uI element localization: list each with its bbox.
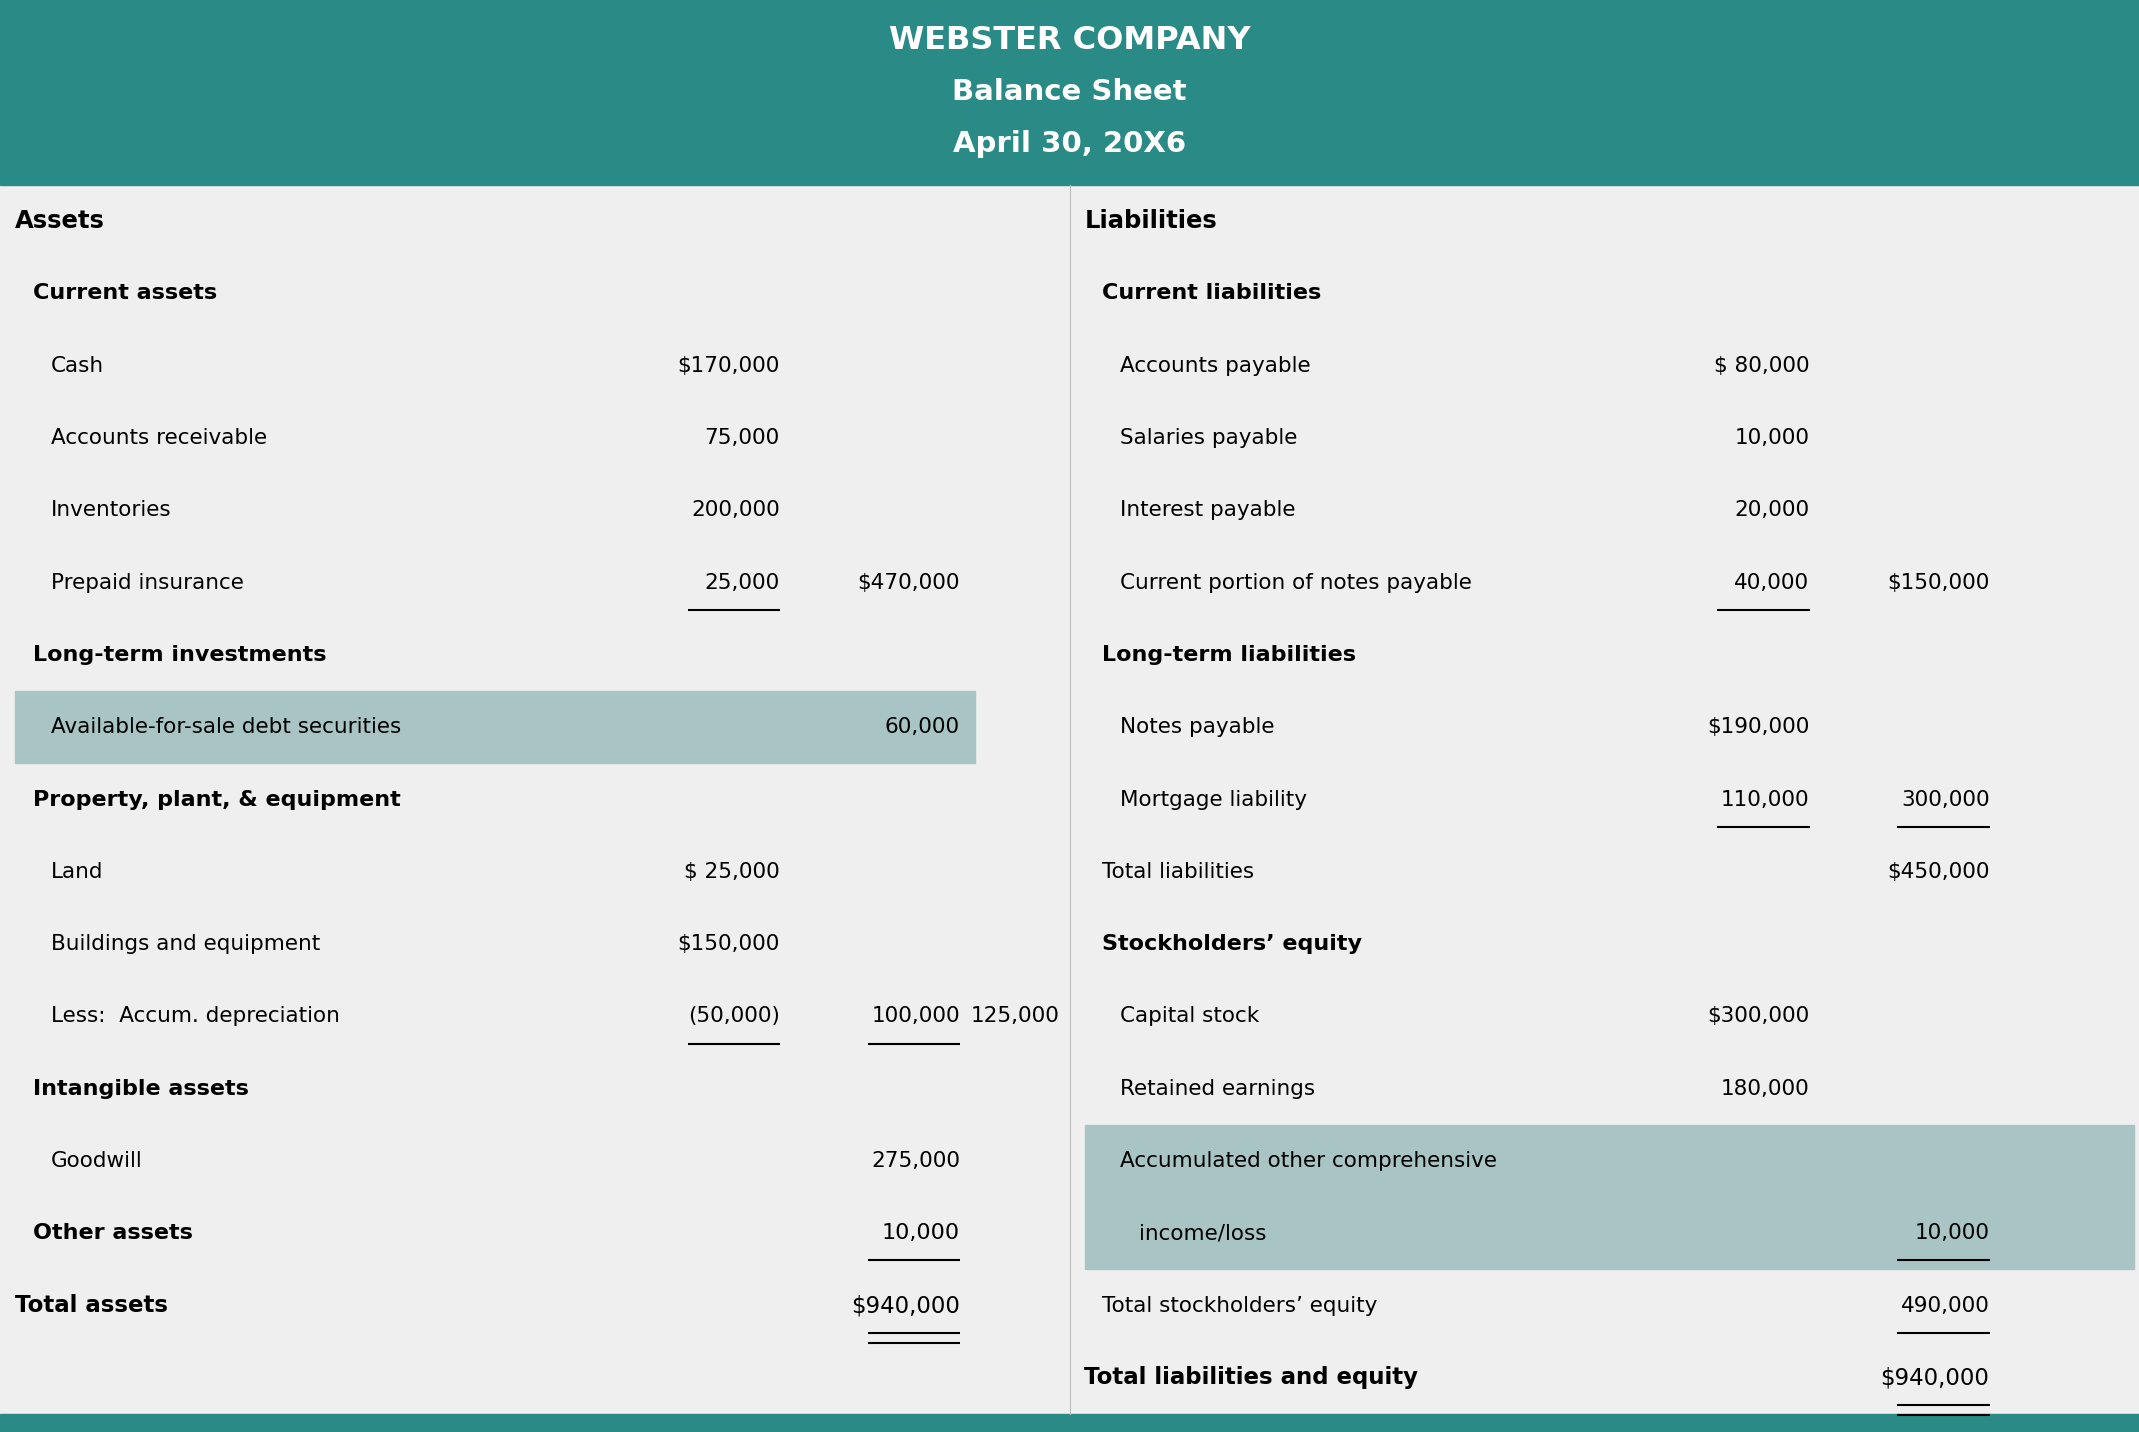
Text: Accumulated other comprehensive: Accumulated other comprehensive (1121, 1151, 1497, 1171)
Text: Interest payable: Interest payable (1121, 500, 1296, 520)
Text: Total liabilities: Total liabilities (1102, 862, 1256, 882)
Text: April 30, 20X6: April 30, 20X6 (954, 130, 1185, 159)
Text: (50,000): (50,000) (689, 1007, 781, 1027)
Text: income/loss: income/loss (1138, 1223, 1266, 1243)
Bar (0, 185, 2139, 1413)
Text: Prepaid insurance: Prepaid insurance (51, 573, 244, 593)
Text: $ 25,000: $ 25,000 (684, 862, 781, 882)
Bar (1084, 1197, 2135, 1269)
Bar (0, 0, 2139, 185)
Text: $450,000: $450,000 (1887, 862, 1989, 882)
Text: Intangible assets: Intangible assets (32, 1078, 248, 1098)
Text: 300,000: 300,000 (1902, 789, 1989, 809)
Text: $470,000: $470,000 (858, 573, 960, 593)
Text: Buildings and equipment: Buildings and equipment (51, 934, 321, 954)
Text: $190,000: $190,000 (1707, 717, 1810, 737)
Text: 200,000: 200,000 (691, 500, 781, 520)
Text: Accounts receivable: Accounts receivable (51, 428, 267, 448)
Text: $170,000: $170,000 (678, 355, 781, 375)
Text: Current assets: Current assets (32, 284, 218, 304)
Text: 490,000: 490,000 (1902, 1296, 1989, 1316)
Text: Less:  Accum. depreciation: Less: Accum. depreciation (51, 1007, 340, 1027)
Text: Other assets: Other assets (32, 1223, 193, 1243)
Text: 20,000: 20,000 (1735, 500, 1810, 520)
Text: WEBSTER COMPANY: WEBSTER COMPANY (888, 26, 1251, 56)
Text: 10,000: 10,000 (1914, 1223, 1989, 1243)
Text: Accounts payable: Accounts payable (1121, 355, 1311, 375)
Text: 60,000: 60,000 (886, 717, 960, 737)
Text: 125,000: 125,000 (971, 1007, 1061, 1027)
Text: Goodwill: Goodwill (51, 1151, 143, 1171)
Text: $940,000: $940,000 (1880, 1366, 1989, 1389)
Text: Liabilities: Liabilities (1084, 209, 1217, 233)
Text: 10,000: 10,000 (881, 1223, 960, 1243)
Text: 110,000: 110,000 (1722, 789, 1810, 809)
Text: 275,000: 275,000 (871, 1151, 960, 1171)
Text: 75,000: 75,000 (704, 428, 781, 448)
Text: $ 80,000: $ 80,000 (1713, 355, 1810, 375)
Text: 180,000: 180,000 (1720, 1078, 1810, 1098)
Text: Total liabilities and equity: Total liabilities and equity (1084, 1366, 1418, 1389)
Text: Capital stock: Capital stock (1121, 1007, 1260, 1027)
Text: $300,000: $300,000 (1707, 1007, 1810, 1027)
Text: Current liabilities: Current liabilities (1102, 284, 1322, 304)
Text: Total stockholders’ equity: Total stockholders’ equity (1102, 1296, 1378, 1316)
Text: 100,000: 100,000 (871, 1007, 960, 1027)
Text: $940,000: $940,000 (851, 1295, 960, 1317)
Text: 40,000: 40,000 (1735, 573, 1810, 593)
Text: Long-term investments: Long-term investments (32, 644, 327, 664)
Text: 25,000: 25,000 (704, 573, 781, 593)
Text: Cash: Cash (51, 355, 105, 375)
Text: $150,000: $150,000 (1887, 573, 1989, 593)
Text: Assets: Assets (15, 209, 105, 233)
Text: Property, plant, & equipment: Property, plant, & equipment (32, 789, 400, 809)
Text: Total assets: Total assets (15, 1295, 169, 1317)
Text: Mortgage liability: Mortgage liability (1121, 789, 1307, 809)
Text: $150,000: $150,000 (678, 934, 781, 954)
Text: Land: Land (51, 862, 103, 882)
Text: Stockholders’ equity: Stockholders’ equity (1102, 934, 1363, 954)
Text: Salaries payable: Salaries payable (1121, 428, 1298, 448)
Text: Current portion of notes payable: Current portion of notes payable (1121, 573, 1472, 593)
Text: 10,000: 10,000 (1735, 428, 1810, 448)
Text: Available-for-sale debt securities: Available-for-sale debt securities (51, 717, 402, 737)
Bar (0, 1413, 2139, 1432)
Text: Balance Sheet: Balance Sheet (952, 79, 1187, 106)
Text: Inventories: Inventories (51, 500, 171, 520)
Text: Long-term liabilities: Long-term liabilities (1102, 644, 1356, 664)
Text: Notes payable: Notes payable (1121, 717, 1275, 737)
Bar (15, 692, 975, 763)
Bar (1084, 1124, 2135, 1197)
Text: Retained earnings: Retained earnings (1121, 1078, 1315, 1098)
